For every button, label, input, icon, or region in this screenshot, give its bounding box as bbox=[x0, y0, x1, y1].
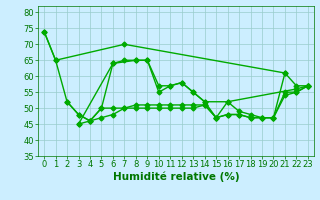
X-axis label: Humidité relative (%): Humidité relative (%) bbox=[113, 172, 239, 182]
